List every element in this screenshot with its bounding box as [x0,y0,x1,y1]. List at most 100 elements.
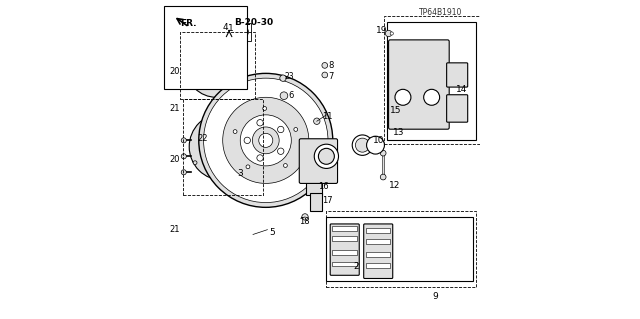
Circle shape [180,84,186,89]
Circle shape [184,68,195,79]
Circle shape [189,113,256,180]
Circle shape [280,92,288,100]
Circle shape [322,72,328,78]
Bar [365,228,390,233]
Circle shape [212,63,220,71]
Circle shape [278,126,284,133]
Polygon shape [326,217,473,281]
Circle shape [221,177,225,181]
Bar [365,252,390,257]
Text: 13: 13 [394,128,405,137]
Bar [382,153,384,179]
Circle shape [218,142,228,152]
Circle shape [380,150,386,156]
Text: 9: 9 [433,292,438,301]
FancyBboxPatch shape [364,224,393,278]
Bar [332,236,357,241]
Text: 18: 18 [300,217,310,226]
Text: 7: 7 [328,72,333,81]
Text: 3: 3 [237,169,243,178]
Bar [332,250,357,255]
Text: 22: 22 [197,134,208,143]
Text: 21: 21 [170,225,180,234]
Circle shape [198,48,235,85]
Text: 23: 23 [285,72,294,81]
Circle shape [367,136,385,154]
Circle shape [199,73,333,207]
Circle shape [204,78,328,203]
Circle shape [181,170,186,175]
Circle shape [319,148,334,164]
Circle shape [224,158,230,165]
Bar [183,99,262,195]
Bar [365,239,390,244]
Circle shape [218,77,223,83]
Circle shape [202,56,208,62]
Circle shape [355,138,369,152]
Text: FR.: FR. [180,19,196,28]
Text: 19: 19 [376,26,387,35]
Circle shape [280,75,286,81]
Circle shape [390,32,394,35]
Text: 10: 10 [372,136,384,145]
Text: 15: 15 [390,106,402,115]
Circle shape [227,64,233,70]
FancyBboxPatch shape [300,139,337,183]
Bar [233,23,251,41]
Circle shape [233,130,237,133]
Circle shape [201,125,244,168]
Circle shape [248,161,252,165]
Text: 11: 11 [323,112,333,121]
Circle shape [248,129,252,133]
Circle shape [302,214,308,220]
Circle shape [181,154,186,159]
Circle shape [212,137,233,157]
Text: 21: 21 [170,104,180,113]
Bar [332,262,357,266]
Text: 5: 5 [269,228,275,237]
Circle shape [180,55,186,60]
Bar [306,179,321,195]
Circle shape [244,137,250,144]
Text: 6: 6 [288,91,294,100]
Circle shape [181,30,197,46]
Bar [365,263,390,268]
FancyBboxPatch shape [447,95,468,122]
Circle shape [181,138,186,143]
Circle shape [193,161,197,165]
Circle shape [352,135,372,155]
Text: 4: 4 [223,23,228,32]
Circle shape [187,71,192,76]
Text: 14: 14 [456,85,467,94]
Circle shape [235,144,241,150]
Circle shape [385,30,392,37]
Polygon shape [387,22,476,140]
Circle shape [395,89,411,105]
Text: 16: 16 [319,182,329,191]
FancyBboxPatch shape [388,40,449,129]
Circle shape [314,144,339,168]
Circle shape [210,35,216,41]
Circle shape [240,115,291,166]
Circle shape [257,155,263,161]
Text: TP64B1910: TP64B1910 [419,8,462,17]
Circle shape [224,129,230,135]
Bar [384,16,479,144]
Circle shape [175,24,204,53]
Circle shape [180,69,186,74]
Circle shape [257,120,263,126]
Circle shape [205,30,221,46]
Bar [164,6,246,89]
Circle shape [186,37,246,97]
Circle shape [314,118,320,124]
Text: 8: 8 [328,61,333,70]
Bar [221,65,234,77]
Circle shape [284,164,287,167]
Circle shape [207,152,214,159]
Bar [310,193,321,211]
Circle shape [223,97,309,183]
Text: 1: 1 [227,24,233,33]
Bar [326,211,476,287]
FancyBboxPatch shape [447,63,468,87]
Circle shape [246,165,250,169]
